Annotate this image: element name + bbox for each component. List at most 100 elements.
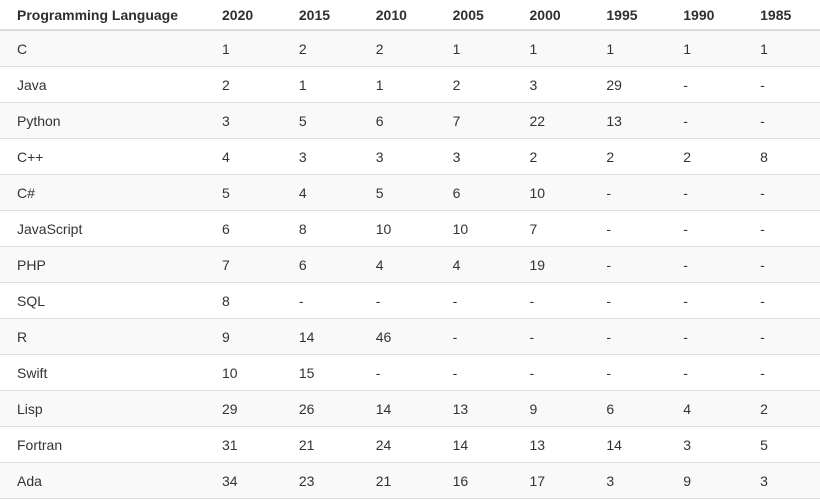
rank-cell: 1	[589, 29, 667, 67]
table-row: Swift 10 15- - - - - -	[0, 354, 820, 391]
language-cell: Python	[0, 102, 205, 139]
rank-cell: 26	[281, 390, 359, 427]
language-cell: Ada	[0, 462, 205, 499]
rank-cell: 6	[358, 102, 436, 139]
rank-cell: 21	[281, 426, 359, 463]
rank-cell: 1	[743, 29, 820, 67]
rank-cell: -	[435, 318, 513, 355]
language-cell: C++	[0, 138, 205, 175]
rank-cell: 3	[435, 138, 513, 175]
rank-cell: 2	[205, 66, 282, 103]
column-header-year: 2020	[205, 0, 282, 31]
rank-cell: 2	[281, 29, 359, 67]
rank-cell: -	[743, 210, 820, 247]
column-header-year: 1985	[743, 0, 820, 31]
rank-cell: -	[743, 66, 820, 103]
rank-cell: 2	[666, 138, 744, 175]
rank-cell: -	[666, 318, 744, 355]
rank-cell: 23	[281, 462, 359, 499]
rank-cell: 10	[205, 354, 282, 391]
table-row: Ada 34 23 21 16 17 3 9 3	[0, 462, 820, 499]
rank-cell: 34	[205, 462, 282, 499]
rank-cell: 14	[281, 318, 359, 355]
table-header: Programming Language 2020 2015 2010 2005…	[0, 0, 820, 31]
rank-cell: 1	[281, 66, 359, 103]
rank-cell: 13	[512, 426, 590, 463]
rank-cell: 1	[666, 29, 744, 67]
rank-cell: 31	[205, 426, 282, 463]
rank-cell: -	[358, 354, 436, 391]
rank-cell: 4	[435, 246, 513, 283]
rank-cell: 15	[281, 354, 359, 391]
table-row: Java 2 1 1 2 3 29- -	[0, 66, 820, 103]
rank-cell: 14	[358, 390, 436, 427]
rank-cell: 4	[666, 390, 744, 427]
column-header-year: 2015	[281, 0, 359, 31]
language-cell: PHP	[0, 246, 205, 283]
column-header-year: 2000	[512, 0, 590, 31]
rank-cell: 3	[743, 462, 820, 499]
language-cell: Swift	[0, 354, 205, 391]
rank-cell: -	[589, 210, 667, 247]
column-header-year: 1995	[589, 0, 667, 31]
table-row: Lisp 29 26 14 13 9 6 4 2	[0, 390, 820, 427]
rank-cell: 9	[512, 390, 590, 427]
rank-cell: 6	[435, 174, 513, 211]
rank-cell: 2	[435, 66, 513, 103]
rank-cell: 24	[358, 426, 436, 463]
rank-cell: 13	[589, 102, 667, 139]
rank-cell: -	[358, 282, 436, 319]
rank-cell: 8	[743, 138, 820, 175]
rank-cell: 5	[743, 426, 820, 463]
rank-cell: -	[666, 246, 744, 283]
rank-cell: 13	[435, 390, 513, 427]
rank-cell: 17	[512, 462, 590, 499]
rank-cell: 8	[205, 282, 282, 319]
rank-cell: 29	[589, 66, 667, 103]
rank-cell: 5	[205, 174, 282, 211]
rank-cell: 6	[589, 390, 667, 427]
rank-cell: -	[666, 66, 744, 103]
rank-cell: 2	[512, 138, 590, 175]
rank-cell: 1	[512, 29, 590, 67]
rank-cell: -	[435, 354, 513, 391]
language-cell: C	[0, 29, 205, 67]
table-row: Python 3 5 6 7 22 13- -	[0, 102, 820, 139]
rank-cell: 10	[435, 210, 513, 247]
rank-cell: -	[589, 318, 667, 355]
rank-cell: 4	[281, 174, 359, 211]
language-cell: Java	[0, 66, 205, 103]
rank-cell: 22	[512, 102, 590, 139]
rank-cell: 2	[589, 138, 667, 175]
rank-cell: 29	[205, 390, 282, 427]
rank-cell: -	[512, 318, 590, 355]
rank-cell: 10	[358, 210, 436, 247]
language-cell: Fortran	[0, 426, 205, 463]
table-row: Fortran 31 21 24 14 13 14 3 5	[0, 426, 820, 463]
rank-cell: -	[666, 282, 744, 319]
rank-cell: 3	[281, 138, 359, 175]
rank-cell: 1	[205, 29, 282, 67]
rank-cell: -	[743, 102, 820, 139]
rank-cell: 19	[512, 246, 590, 283]
rank-cell: 16	[435, 462, 513, 499]
rank-cell: 3	[512, 66, 590, 103]
language-cell: JavaScript	[0, 210, 205, 247]
rank-cell: -	[743, 282, 820, 319]
rank-cell: 21	[358, 462, 436, 499]
rank-cell: 3	[358, 138, 436, 175]
rank-cell: -	[666, 210, 744, 247]
rank-cell: -	[743, 246, 820, 283]
rank-cell: 14	[435, 426, 513, 463]
rank-cell: -	[512, 354, 590, 391]
table-row: C# 5 4 5 6 10- - -	[0, 174, 820, 211]
rank-cell: 4	[358, 246, 436, 283]
rank-cell: 6	[205, 210, 282, 247]
rank-cell: 8	[281, 210, 359, 247]
language-cell: Lisp	[0, 390, 205, 427]
table-row: JavaScript 6 8 10 10 7- - -	[0, 210, 820, 247]
